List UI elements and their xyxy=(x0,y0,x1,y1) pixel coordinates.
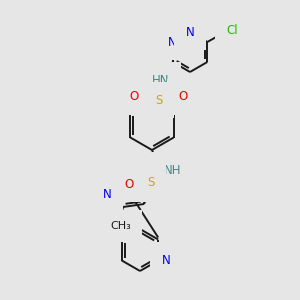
Text: O: O xyxy=(125,178,134,190)
Text: CH₃: CH₃ xyxy=(111,221,131,231)
Text: O: O xyxy=(179,91,188,103)
Text: S: S xyxy=(147,176,155,190)
Text: O: O xyxy=(129,91,139,103)
Text: S: S xyxy=(155,94,162,106)
Text: HN: HN xyxy=(152,74,170,86)
Text: N: N xyxy=(162,254,171,267)
Text: N: N xyxy=(103,188,111,202)
Text: N: N xyxy=(186,26,194,38)
Text: NH: NH xyxy=(164,164,182,176)
Text: Cl: Cl xyxy=(226,25,238,38)
Text: N: N xyxy=(168,35,177,49)
